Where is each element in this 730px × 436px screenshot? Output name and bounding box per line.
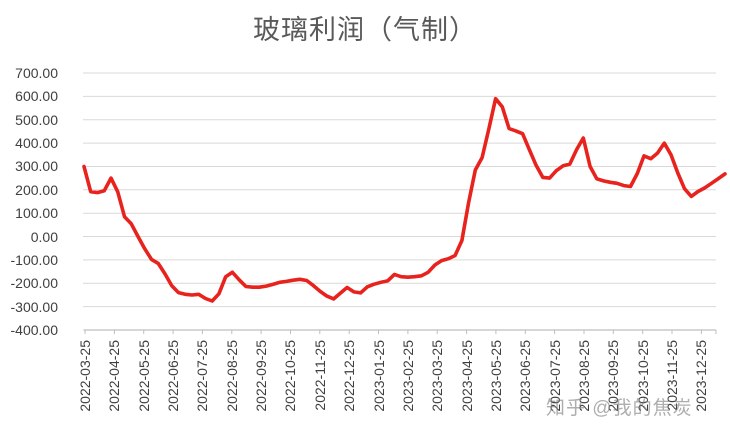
- y-axis-tick-label: 0.00: [30, 228, 58, 245]
- x-axis-tick-label: 2022-12-25: [341, 340, 358, 412]
- x-axis-tick-label: 2022-06-25: [165, 340, 182, 412]
- y-axis-tick-label: 600.00: [15, 88, 58, 105]
- x-axis-tick-label: 2023-01-25: [370, 340, 387, 412]
- x-axis-tick-label: 2023-06-25: [517, 340, 534, 412]
- x-axis-tick-label: 2023-03-25: [429, 340, 446, 412]
- y-axis-tick-label: 700.00: [15, 65, 58, 81]
- y-axis-tick-label: -300.00: [10, 298, 58, 315]
- chart-title: 玻璃利润（气制）: [253, 15, 477, 45]
- x-axis-tick-label: 2022-03-25: [77, 340, 93, 412]
- x-axis-tick-label: 2022-05-25: [135, 340, 152, 412]
- y-axis-tick-label: 100.00: [15, 205, 58, 222]
- y-axis-tick-label: -200.00: [10, 275, 58, 292]
- x-axis-tick-label: 2023-05-25: [487, 340, 504, 412]
- x-axis-tick-label: 2023-12-25: [693, 340, 710, 412]
- x-axis-tick-label: 2022-08-25: [223, 340, 240, 412]
- watermark: 知乎 @我的焦炭: [546, 398, 693, 419]
- y-axis-tick-label: -100.00: [10, 251, 58, 268]
- y-axis-tick-label: 500.00: [15, 111, 58, 128]
- profit-line: [82, 96, 727, 303]
- y-axis-tick-label: 300.00: [15, 158, 58, 175]
- x-axis-tick-label: 2022-09-25: [253, 340, 270, 412]
- x-axis-tick-label: 2022-07-25: [194, 340, 211, 412]
- x-axis-tick-label: 2022-11-25: [311, 340, 328, 411]
- x-axis-tick-label: 2023-04-25: [458, 340, 475, 412]
- y-axis-tick-label: 200.00: [15, 181, 58, 198]
- x-axis-tick-label: 2023-02-25: [399, 340, 416, 412]
- y-axis-tick-label: -400.00: [10, 322, 58, 338]
- x-axis-tick-label: 2022-04-25: [106, 340, 123, 412]
- x-axis-tick-label: 2022-10-25: [282, 340, 299, 412]
- y-axis-tick-label: 400.00: [15, 135, 58, 152]
